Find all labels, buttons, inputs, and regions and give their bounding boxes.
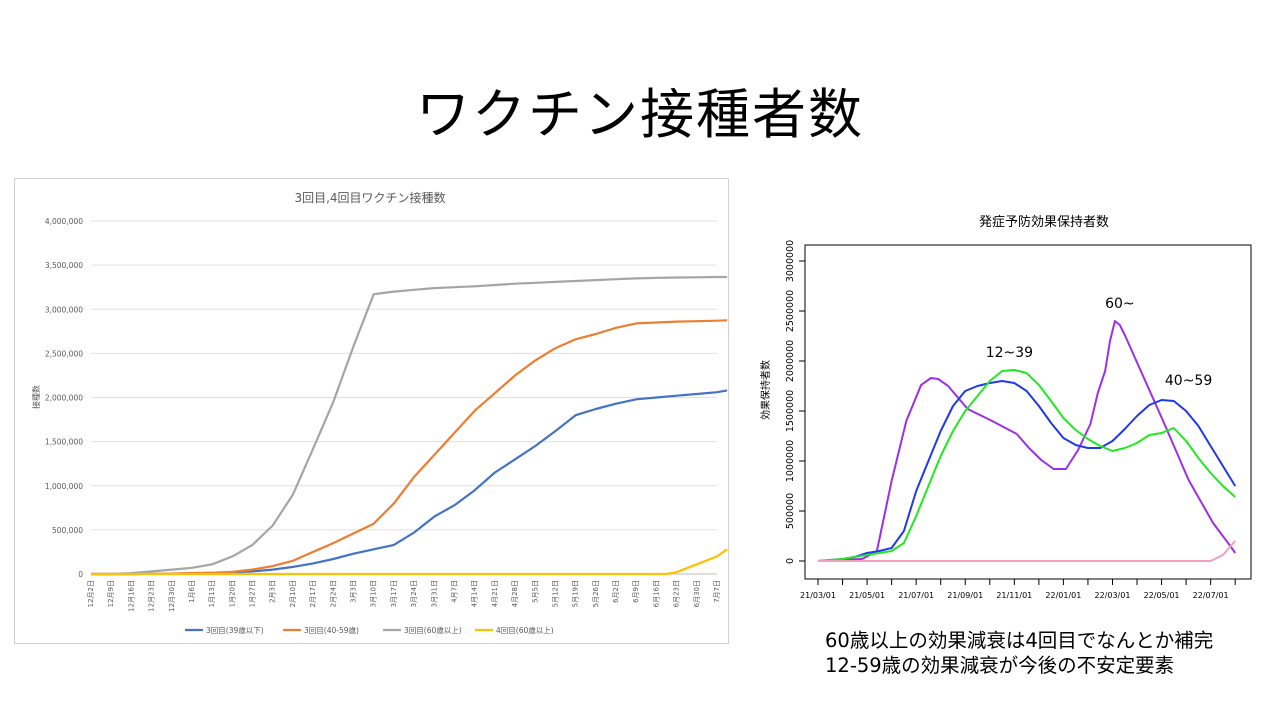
x-tick-label: 3月3日 [350,580,358,603]
x-tick-labels: 12月2日 12月9日 12月16日 12月23日 12月30日 1月6日 1月13日 1月2… [87,580,721,612]
y-tick-label: 2,500,000 [45,349,83,358]
y-tick-label: 500000 [785,493,796,529]
x-tick-label: 6月16日 [652,580,660,607]
y-axis-label: 接種数 [31,385,41,409]
x-tick-label: 21/07/01 [898,591,934,600]
legend-label: 3回目(40-59歳) [304,625,359,635]
x-tick-label: 21/03/01 [800,591,836,600]
y-tick-label: 2000000 [785,340,796,382]
caption-line-2: 12-59歳の効果減衰が今後の不安定要素 [825,654,1175,677]
x-tick-label: 6月30日 [693,580,701,607]
series-lines [91,275,728,576]
series-lines [817,320,1237,562]
series-line [817,369,1236,562]
x-tick-label: 22/01/01 [1045,591,1081,600]
x-tick-label: 4月7日 [450,580,458,603]
y-tick-label: 2,000,000 [45,394,83,403]
x-tick-label: 2月17日 [309,580,317,607]
x-tick-label: 2月3日 [269,580,277,603]
caption: 60歳以上の効果減衰は4回目でなんとか補完 12-59歳の効果減衰が今後の不安定… [825,628,1265,678]
y-gridlines [91,220,717,575]
series-annotation: 40~59 [1165,373,1212,389]
y-axis-label: 効果保持者数 [759,360,772,420]
slide-title: ワクチン接種者数 [416,83,864,146]
x-tick-label: 5月19日 [572,580,580,607]
y-tick-label: 1000000 [785,440,796,482]
x-tick-label: 2月10日 [289,580,297,607]
plot-frame [804,244,1252,580]
y-tick-label: 2500000 [785,290,796,332]
y-tick-label: 1,000,000 [45,482,83,491]
x-tick-label: 5月5日 [531,580,539,603]
x-tick-label: 4月28日 [511,580,519,607]
series-annotation: 60~ [1105,296,1135,312]
series-line [91,548,728,576]
x-tick-label: 6月23日 [673,580,681,607]
series-annotation: 12~39 [986,345,1033,361]
x-tick-label: 22/07/01 [1193,591,1229,600]
x-tick-label: 1月20日 [228,580,236,607]
caption-line-1: 60歳以上の効果減衰は4回目でなんとか補完 [825,629,1214,652]
x-tick-label: 1月27日 [249,580,257,607]
y-tick-label: 3,500,000 [45,261,83,270]
annotations: 60~ 12~39 40~59 [986,296,1213,389]
x-tick-label: 12月2日 [87,580,95,607]
x-tick-label: 5月26日 [592,580,600,607]
x-tick-label: 6月2日 [612,580,620,603]
y-tick-label: 3000000 [785,240,796,282]
y-tick-label: 3,000,000 [45,305,83,314]
x-tick-label: 22/03/01 [1095,591,1131,600]
y-tick-label: 500,000 [52,526,83,535]
x-tick-label: 22/05/01 [1144,591,1180,600]
legend-label: 3回目(60歳以上) [404,625,462,635]
chart-title: 発症予防効果保持者数 [979,214,1109,230]
protection-holders-chart: 発症予防効果保持者数 効果保持者数 0 500000 1000000 1500000 2… [759,214,1252,600]
x-tick-label: 7月7日 [713,580,721,603]
x-tick-label: 12月23日 [148,580,156,612]
x-tick-label: 12月9日 [107,580,115,607]
x-tick-label: 21/05/01 [849,591,885,600]
x-tick-label: 3月24日 [410,580,418,607]
x-tick-label: 2月24日 [329,580,337,607]
legend-label: 3回目(39歳以下) [206,625,264,635]
legend: 3回目(39歳以下) 3回目(40-59歳) 3回目(60歳以上) 4回目(60歳以上… [185,625,554,635]
series-line [817,380,1237,562]
y-tick-label: 4,000,000 [45,217,83,226]
vaccination-count-chart-panel: 3回目,4回目ワクチン接種数 接種数 0 500,000 1,000,000 1,50… [14,178,729,644]
protection-holders-chart-panel: 発症予防効果保持者数 効果保持者数 0 500000 1000000 1500000 2… [755,205,1265,605]
x-tick-label: 21/11/01 [996,591,1032,600]
x-tick-label: 4月21日 [491,580,499,607]
x-tick-label: 3月31日 [430,580,438,607]
x-tick-labels: 21/03/01 21/05/01 21/07/01 21/09/01 21/11/01… [800,579,1236,600]
x-tick-label: 1月13日 [208,580,216,607]
x-tick-label: 4月14日 [471,580,479,607]
legend-label: 4回目(60歳以上) [496,625,554,635]
y-tick-labels: 0 500000 1000000 1500000 2000000 2500000 30000… [785,240,805,564]
x-tick-label: 3月17日 [390,580,398,607]
x-tick-label: 21/09/01 [947,591,983,600]
series-line [818,540,1236,562]
x-tick-label: 6月9日 [632,580,640,603]
x-tick-label: 12月30日 [168,580,176,612]
y-tick-label: 1500000 [785,390,796,432]
y-tick-label: 1,500,000 [45,438,83,447]
x-tick-label: 12月16日 [127,580,135,612]
vaccination-count-chart: 3回目,4回目ワクチン接種数 接種数 0 500,000 1,000,000 1,50… [31,190,728,635]
x-tick-label: 5月12日 [551,580,559,607]
series-line [91,275,728,576]
chart-title: 3回目,4回目ワクチン接種数 [294,190,445,205]
series-line [817,320,1237,562]
y-tick-labels: 0 500,000 1,000,000 1,500,000 2,000,000 2,500… [45,217,83,579]
x-tick-label: 1月6日 [188,580,196,603]
x-tick-label: 3月10日 [370,580,378,607]
y-tick-label: 0 [785,558,796,564]
y-tick-label: 0 [78,570,83,579]
